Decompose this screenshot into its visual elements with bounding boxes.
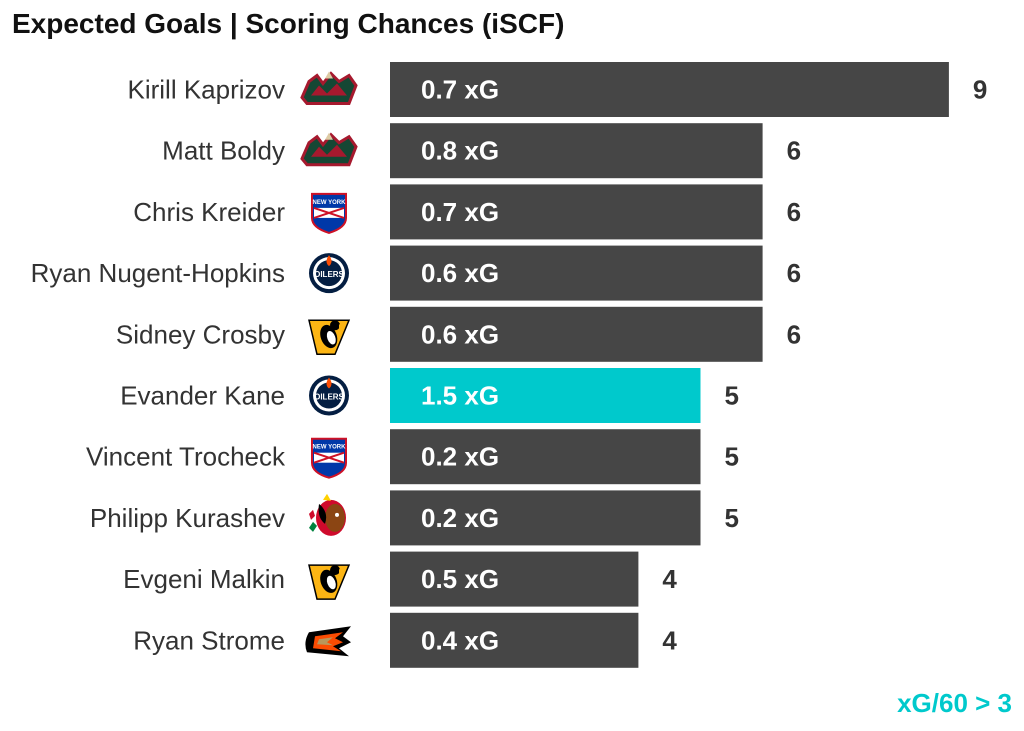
value-label: 5 xyxy=(725,381,739,411)
logo-text: OILERS xyxy=(314,393,344,402)
value-label: 6 xyxy=(787,136,801,166)
player-name-label: Kirill Kaprizov xyxy=(128,75,286,105)
value-label: 4 xyxy=(662,625,677,655)
bar-row: Sidney Crosby 0.6 xG 6 xyxy=(116,306,801,362)
value-label: 6 xyxy=(787,197,801,227)
bar xyxy=(390,184,763,240)
xg-label: 0.2 xG xyxy=(421,442,499,472)
anaheim-ducks-logo-icon xyxy=(305,626,351,657)
bar-row: Matt Boldy 0.8 xG 6 xyxy=(162,123,801,179)
bar xyxy=(390,306,763,362)
logo-text: NEW YORK xyxy=(313,445,347,451)
xg-label: 1.5 xG xyxy=(421,381,499,411)
minnesota-wild-logo-icon xyxy=(300,71,358,105)
bar xyxy=(390,368,701,423)
bar xyxy=(390,429,701,485)
minnesota-wild-logo-icon xyxy=(300,132,358,167)
xg-label: 0.2 xG xyxy=(421,503,499,533)
bar-row: Evander Kane OILERS 1.5 xG 5 xyxy=(120,368,739,423)
xg-label: 0.4 xG xyxy=(421,625,499,655)
player-name-label: Evander Kane xyxy=(120,381,285,411)
bar xyxy=(390,551,639,607)
bar-row: Ryan Strome 0.4 xG 4 xyxy=(133,612,677,668)
bar-row: Chris Kreider NEW YORK 0.7 xG 6 xyxy=(133,184,801,240)
value-label: 9 xyxy=(973,75,987,105)
player-name-label: Evgeni Malkin xyxy=(123,564,285,594)
xg-label: 0.7 xG xyxy=(421,197,499,227)
chicago-blackhawks-logo-icon xyxy=(309,493,346,536)
player-name-label: Sidney Crosby xyxy=(116,319,285,349)
bar xyxy=(390,62,949,117)
value-label: 6 xyxy=(787,258,801,288)
xg-label: 0.8 xG xyxy=(421,136,499,166)
bar-row: Ryan Nugent-Hopkins OILERS 0.6 xG 6 xyxy=(31,245,801,301)
new-york-rangers-logo-icon: NEW YORK xyxy=(311,437,347,479)
bar-row: Philipp Kurashev 0.2 xG 5 xyxy=(90,490,739,546)
bar-row: Vincent Trocheck NEW YORK 0.2 xG 5 xyxy=(86,429,739,485)
value-label: 5 xyxy=(725,442,739,472)
value-label: 5 xyxy=(725,503,739,533)
edmonton-oilers-logo-icon: OILERS xyxy=(309,253,349,294)
xg-label: 0.7 xG xyxy=(421,75,499,105)
player-name-label: Ryan Strome xyxy=(133,625,285,655)
pittsburgh-penguins-logo-icon xyxy=(308,564,351,600)
new-york-rangers-logo-icon: NEW YORK xyxy=(311,192,347,234)
player-name-label: Matt Boldy xyxy=(162,136,285,166)
xg-label: 0.6 xG xyxy=(421,258,499,288)
bar xyxy=(390,245,763,301)
pittsburgh-penguins-logo-icon xyxy=(308,319,351,356)
bar-row: Kirill Kaprizov 0.7 xG 9 xyxy=(128,62,987,117)
bar xyxy=(390,612,639,668)
player-name-label: Ryan Nugent-Hopkins xyxy=(31,258,285,288)
chart-title: Expected Goals | Scoring Chances (iSCF) xyxy=(12,8,565,39)
bar-row: Evgeni Malkin 0.5 xG 4 xyxy=(123,551,677,607)
logo-text: NEW YORK xyxy=(313,200,347,206)
logo-text: OILERS xyxy=(314,270,344,279)
bar xyxy=(390,490,701,546)
edmonton-oilers-logo-icon: OILERS xyxy=(309,375,349,416)
highlight-rule-note: xG/60 > 3 xyxy=(897,688,1012,718)
player-name-label: Chris Kreider xyxy=(133,197,285,227)
player-name-label: Vincent Trocheck xyxy=(86,442,286,472)
value-label: 6 xyxy=(787,319,801,349)
bar xyxy=(390,123,763,179)
xg-label: 0.5 xG xyxy=(421,564,499,594)
value-label: 4 xyxy=(662,564,677,594)
player-name-label: Philipp Kurashev xyxy=(90,503,285,533)
xg-label: 0.6 xG xyxy=(421,319,499,349)
